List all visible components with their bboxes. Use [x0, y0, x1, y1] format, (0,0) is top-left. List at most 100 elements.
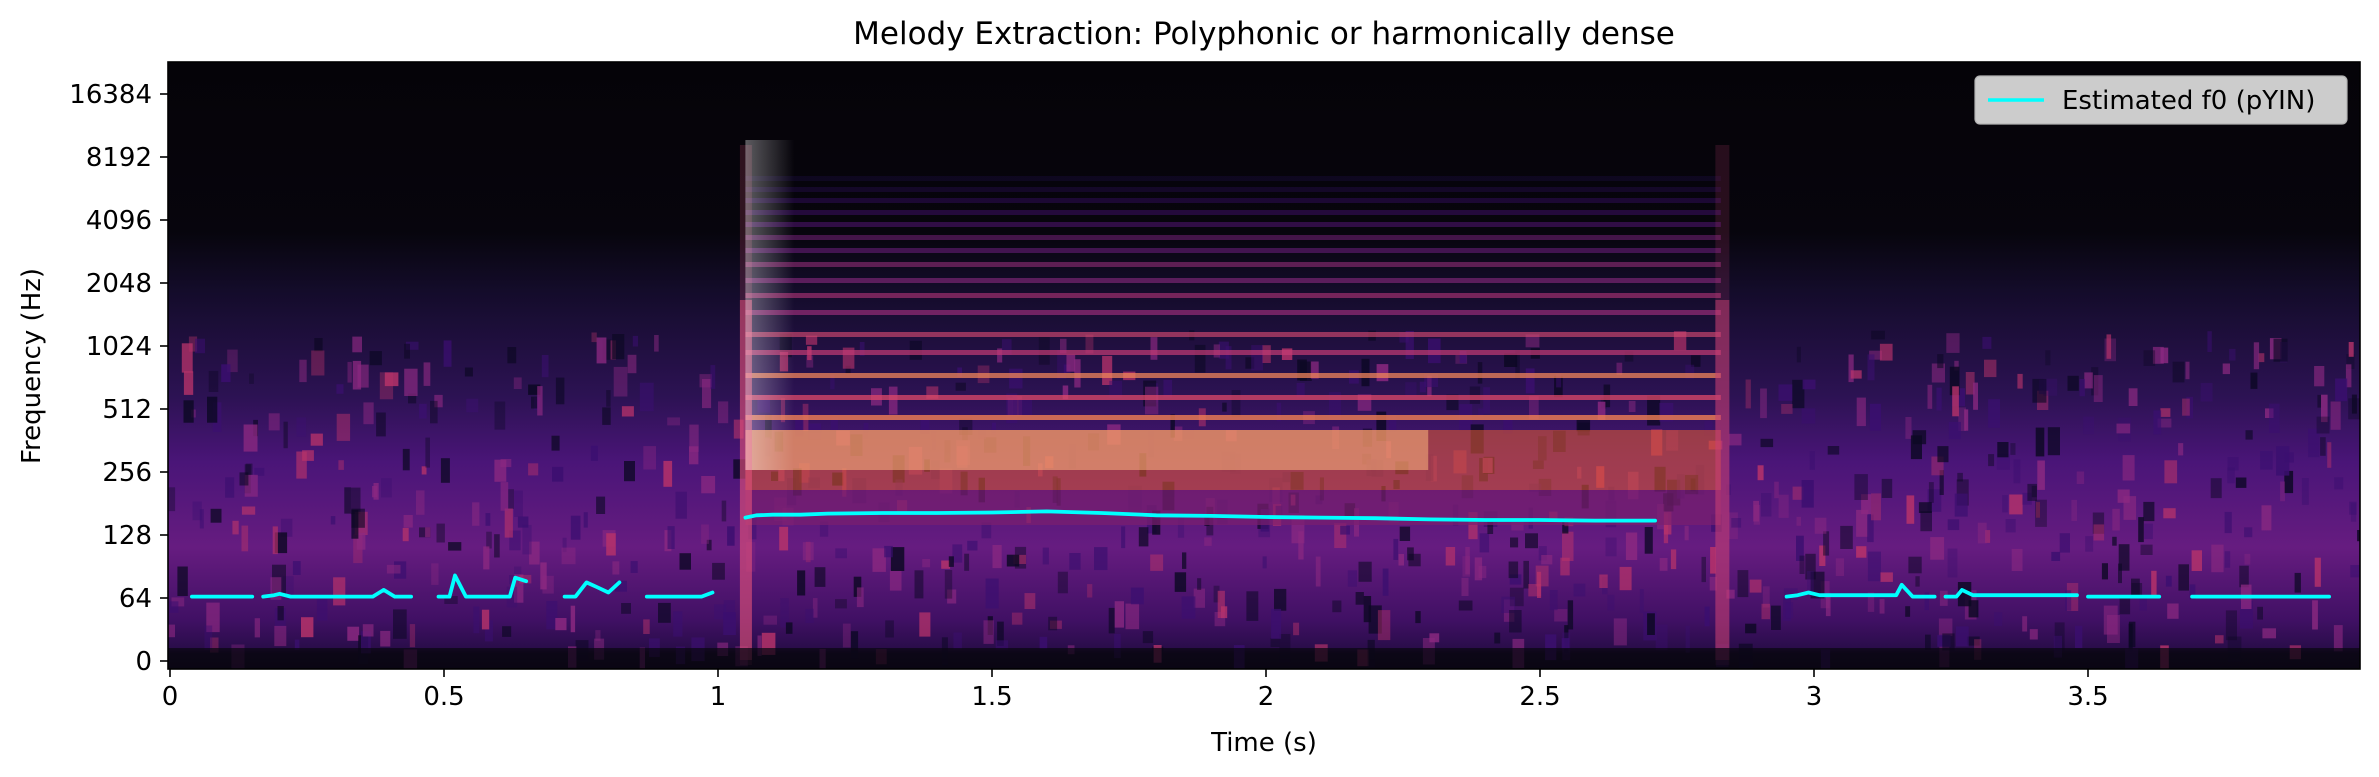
spectrogram-speckle — [952, 544, 963, 563]
spectrogram-speckle — [941, 560, 951, 569]
spectrogram-speckle — [1796, 516, 1801, 526]
spectrogram-speckle — [2191, 550, 2202, 571]
spectrogram-speckle — [1947, 548, 1958, 578]
spectrogram-speckle — [718, 401, 729, 424]
spectrogram-speckle — [1778, 494, 1789, 518]
x-tick-label: 1 — [710, 682, 727, 712]
spectrogram-speckle — [992, 545, 1002, 569]
spectrogram-speckle — [2112, 536, 2117, 546]
spectrogram-speckle — [2244, 553, 2251, 565]
spectrogram-speckle — [1939, 470, 1944, 495]
spectrogram-speckle — [2262, 628, 2276, 639]
spectrogram-speckle — [1181, 596, 1196, 619]
spectrogram-speckle — [835, 548, 847, 559]
spectrogram-speckle — [2260, 450, 2273, 470]
spectrogram-speckle — [1728, 433, 1742, 446]
spectrogram-speckle — [2235, 477, 2247, 488]
spectrogram-speckle — [2244, 527, 2253, 538]
spectrogram-speckle — [606, 533, 616, 556]
spectrogram-speckle — [712, 562, 725, 580]
f0-line-segment — [562, 580, 622, 599]
spectrogram-speckle — [1869, 350, 1882, 360]
spectrogram-speckle — [514, 574, 524, 603]
spectrogram-speckle — [2091, 367, 2099, 396]
spectrogram-speckle — [1925, 634, 1931, 650]
spectrogram-speckle — [1964, 409, 1969, 431]
spectrogram-speckle — [1827, 446, 1840, 455]
spectrogram-speckle — [1731, 518, 1742, 528]
f0-line-layer — [189, 509, 2332, 599]
spectrogram-speckle — [1363, 596, 1372, 623]
spectrogram-speckle — [2294, 572, 2301, 593]
spectrogram-speckle — [612, 334, 625, 360]
spectrogram-speckle — [1958, 407, 1966, 431]
spectrogram-speckle — [2022, 616, 2028, 632]
spectrogram-speckle — [1955, 626, 1969, 647]
spectrogram-speckle — [1501, 596, 1516, 613]
spectrogram-speckle — [2308, 428, 2320, 458]
spectrogram-speckle — [763, 615, 777, 625]
spectrogram-speckle — [268, 413, 280, 431]
spectrogram-speckle — [689, 446, 699, 465]
spectrogram-speckle — [583, 512, 588, 528]
spectrogram-speckle — [1906, 495, 1915, 524]
x-tick-label: 0 — [162, 682, 179, 712]
spectrogram-speckle — [2075, 625, 2083, 649]
spectrogram-speckle — [1910, 435, 1922, 460]
spectrogram-speckle — [1984, 359, 1997, 378]
spectrogram-speckle — [2017, 373, 2023, 389]
spectrogram-speckle — [1796, 535, 1804, 561]
spectrogram-speckle — [381, 478, 392, 498]
spectrogram-speckle — [1315, 556, 1321, 587]
spectrogram-speckle — [1458, 600, 1473, 611]
spectrogram-speckle — [602, 339, 612, 360]
spectrogram-speckle — [2083, 416, 2094, 435]
y-tick-label: 1024 — [86, 332, 152, 362]
spectrogram-speckle — [227, 349, 238, 373]
y-axis: 0 64 128 256 512 1024 2048 4096 8192 16384 — [69, 80, 168, 677]
spectrogram-speckle — [2151, 570, 2157, 599]
spectrogram-speckle — [2002, 495, 2008, 513]
spectrogram-speckle — [2269, 403, 2280, 433]
spectrogram-speckle — [658, 602, 671, 623]
spectrogram-speckle — [2118, 563, 2122, 584]
spectrogram-speckle — [1478, 565, 1487, 579]
spectrogram-speckle — [1057, 571, 1068, 594]
spectrogram-speckle — [1880, 572, 1893, 582]
spectrogram-speckle — [2314, 557, 2321, 587]
spectrogram-speckle — [2227, 467, 2235, 484]
spectrogram-speckle — [872, 548, 886, 572]
spectrogram-speckle — [2106, 334, 2112, 359]
spectrogram-speckle — [890, 547, 905, 571]
spectrogram-speckle — [507, 347, 517, 364]
spectrogram-speckle — [552, 466, 564, 482]
spectrogram-speckle — [513, 377, 522, 389]
spectrogram-speckle — [2084, 372, 2093, 389]
spectrogram-speckle — [403, 515, 413, 528]
spectrogram-speckle — [1949, 366, 1960, 396]
spectrogram-speckle — [1927, 384, 1933, 409]
spectrogram-speckle — [985, 578, 999, 609]
spectrogram-speckle — [2035, 499, 2047, 527]
spectrogram-speckle — [1125, 603, 1140, 630]
spectrogram-speckle — [311, 350, 325, 376]
spectrogram-speckle — [2036, 502, 2040, 518]
spectrogram-speckle — [1760, 438, 1774, 448]
spectrogram-speckle — [2116, 423, 2131, 434]
spectrogram-speckle — [2027, 483, 2037, 501]
spectrogram-speckle — [531, 396, 538, 409]
spectrogram-speckle — [1879, 598, 1885, 614]
spectrogram-speckle — [819, 521, 829, 537]
spectrogram-speckle — [225, 477, 235, 498]
spectrogram-speckle — [1781, 404, 1793, 414]
spectrogram-speckle — [386, 564, 401, 574]
spectrogram-speckle — [207, 396, 218, 423]
spectrogram-speckle — [590, 445, 598, 461]
spectrogram-speckle — [1474, 557, 1483, 581]
spectrogram-speckle — [1039, 636, 1048, 649]
spectrogram-speckle — [2128, 621, 2136, 648]
spectrogram-speckle — [1796, 346, 1801, 363]
spectrogram-speckle — [443, 340, 452, 367]
spectrogram-speckle — [1398, 554, 1404, 566]
y-tick-label: 8192 — [86, 143, 152, 173]
